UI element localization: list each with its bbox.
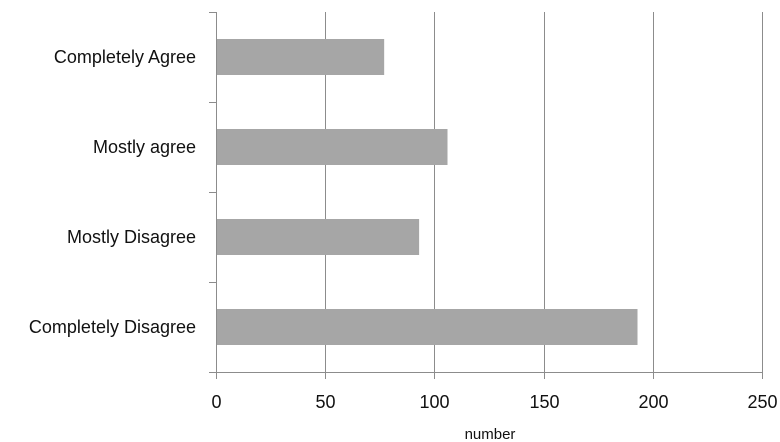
- bars: [217, 39, 638, 345]
- x-tick-label: 0: [211, 392, 221, 412]
- axes: [209, 12, 763, 379]
- x-tick-label: 50: [315, 392, 335, 412]
- labels: 0 50 100 150 200 250 Completely Agree Mostly ag…: [29, 47, 778, 412]
- bar: [217, 219, 420, 255]
- bar: [217, 129, 448, 165]
- category-label: Mostly agree: [93, 137, 196, 157]
- bar: [217, 309, 638, 345]
- bar: [217, 39, 385, 75]
- x-tick-label: 250: [747, 392, 777, 412]
- x-tick-label: 200: [638, 392, 668, 412]
- category-label: Completely Agree: [54, 47, 196, 67]
- category-label: Completely Disagree: [29, 317, 196, 337]
- x-tick-label: 100: [419, 392, 449, 412]
- category-label: Mostly Disagree: [67, 227, 196, 247]
- x-tick-label: 150: [529, 392, 559, 412]
- x-axis-title: number: [465, 426, 516, 442]
